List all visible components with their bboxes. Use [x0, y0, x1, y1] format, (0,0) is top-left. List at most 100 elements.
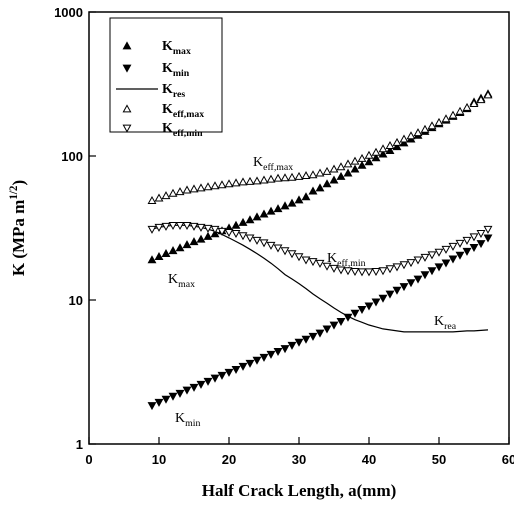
- marker: [399, 261, 409, 270]
- marker: [315, 168, 325, 177]
- marker: [154, 398, 164, 407]
- marker: [322, 179, 332, 188]
- marker: [224, 228, 234, 237]
- marker: [406, 131, 416, 140]
- marker: [196, 380, 206, 389]
- marker: [315, 183, 325, 192]
- marker: [301, 171, 311, 180]
- marker: [147, 195, 157, 204]
- marker: [231, 220, 241, 229]
- marker: [448, 255, 458, 264]
- marker: [273, 173, 283, 182]
- x-tick-label: 30: [292, 452, 306, 467]
- marker: [455, 106, 465, 115]
- marker: [315, 329, 325, 338]
- annotation: Krea: [434, 314, 457, 332]
- marker: [315, 259, 325, 268]
- marker: [287, 198, 297, 207]
- marker: [427, 267, 437, 276]
- marker: [196, 234, 206, 243]
- legend-marker: [122, 64, 132, 73]
- marker: [322, 262, 332, 271]
- marker: [476, 230, 486, 239]
- marker: [308, 258, 318, 267]
- marker: [168, 246, 178, 255]
- marker: [294, 195, 304, 204]
- marker: [224, 179, 234, 188]
- marker: [280, 201, 290, 210]
- marker: [308, 332, 318, 341]
- marker: [462, 236, 472, 245]
- marker: [182, 386, 192, 395]
- marker: [238, 217, 248, 226]
- marker: [357, 268, 367, 277]
- marker: [238, 362, 248, 371]
- marker: [350, 156, 360, 165]
- marker: [406, 259, 416, 268]
- marker: [371, 153, 381, 162]
- marker: [245, 215, 255, 224]
- marker: [259, 209, 269, 218]
- marker: [259, 175, 269, 184]
- marker: [385, 265, 395, 274]
- marker: [455, 239, 465, 248]
- marker: [392, 137, 402, 146]
- marker: [329, 321, 339, 330]
- marker: [343, 159, 353, 168]
- marker: [350, 164, 360, 173]
- y-tick-label: 1000: [54, 5, 83, 20]
- marker: [413, 128, 423, 137]
- marker: [308, 170, 318, 179]
- marker: [420, 124, 430, 133]
- marker: [378, 294, 388, 303]
- marker: [378, 149, 388, 158]
- marker: [217, 371, 227, 380]
- marker: [217, 227, 227, 236]
- legend-marker: [122, 124, 132, 133]
- marker: [336, 266, 346, 275]
- x-tick-label: 10: [152, 452, 166, 467]
- marker: [231, 365, 241, 374]
- marker: [364, 268, 374, 277]
- marker: [266, 350, 276, 359]
- marker: [385, 141, 395, 150]
- marker: [329, 175, 339, 184]
- marker: [287, 172, 297, 181]
- marker: [371, 147, 381, 156]
- marker: [196, 223, 206, 232]
- marker: [280, 247, 290, 256]
- marker: [462, 102, 472, 111]
- marker: [161, 248, 171, 257]
- y-axis-label: K (MPa m1/2): [8, 180, 28, 276]
- marker: [357, 306, 367, 315]
- marker: [399, 134, 409, 143]
- marker: [266, 174, 276, 183]
- marker: [168, 392, 178, 401]
- marker: [238, 177, 248, 186]
- marker: [154, 193, 164, 202]
- marker: [462, 247, 472, 256]
- marker: [329, 264, 339, 273]
- marker: [210, 181, 220, 190]
- marker: [175, 389, 185, 398]
- marker: [231, 230, 241, 239]
- marker: [448, 242, 458, 251]
- legend-label: Kmax: [162, 39, 191, 57]
- marker: [469, 243, 479, 252]
- marker: [182, 221, 192, 230]
- marker: [336, 318, 346, 327]
- x-tick-label: 40: [362, 452, 376, 467]
- legend-marker: [122, 104, 132, 113]
- marker: [392, 263, 402, 272]
- marker: [168, 221, 178, 230]
- marker: [147, 402, 157, 411]
- marker: [420, 253, 430, 262]
- annotation: Keff,min: [327, 251, 366, 269]
- marker: [343, 267, 353, 276]
- marker: [329, 164, 339, 173]
- annotation: Keff,max: [253, 155, 293, 173]
- marker: [441, 114, 451, 123]
- marker: [399, 138, 409, 147]
- marker: [252, 236, 262, 245]
- marker: [294, 171, 304, 180]
